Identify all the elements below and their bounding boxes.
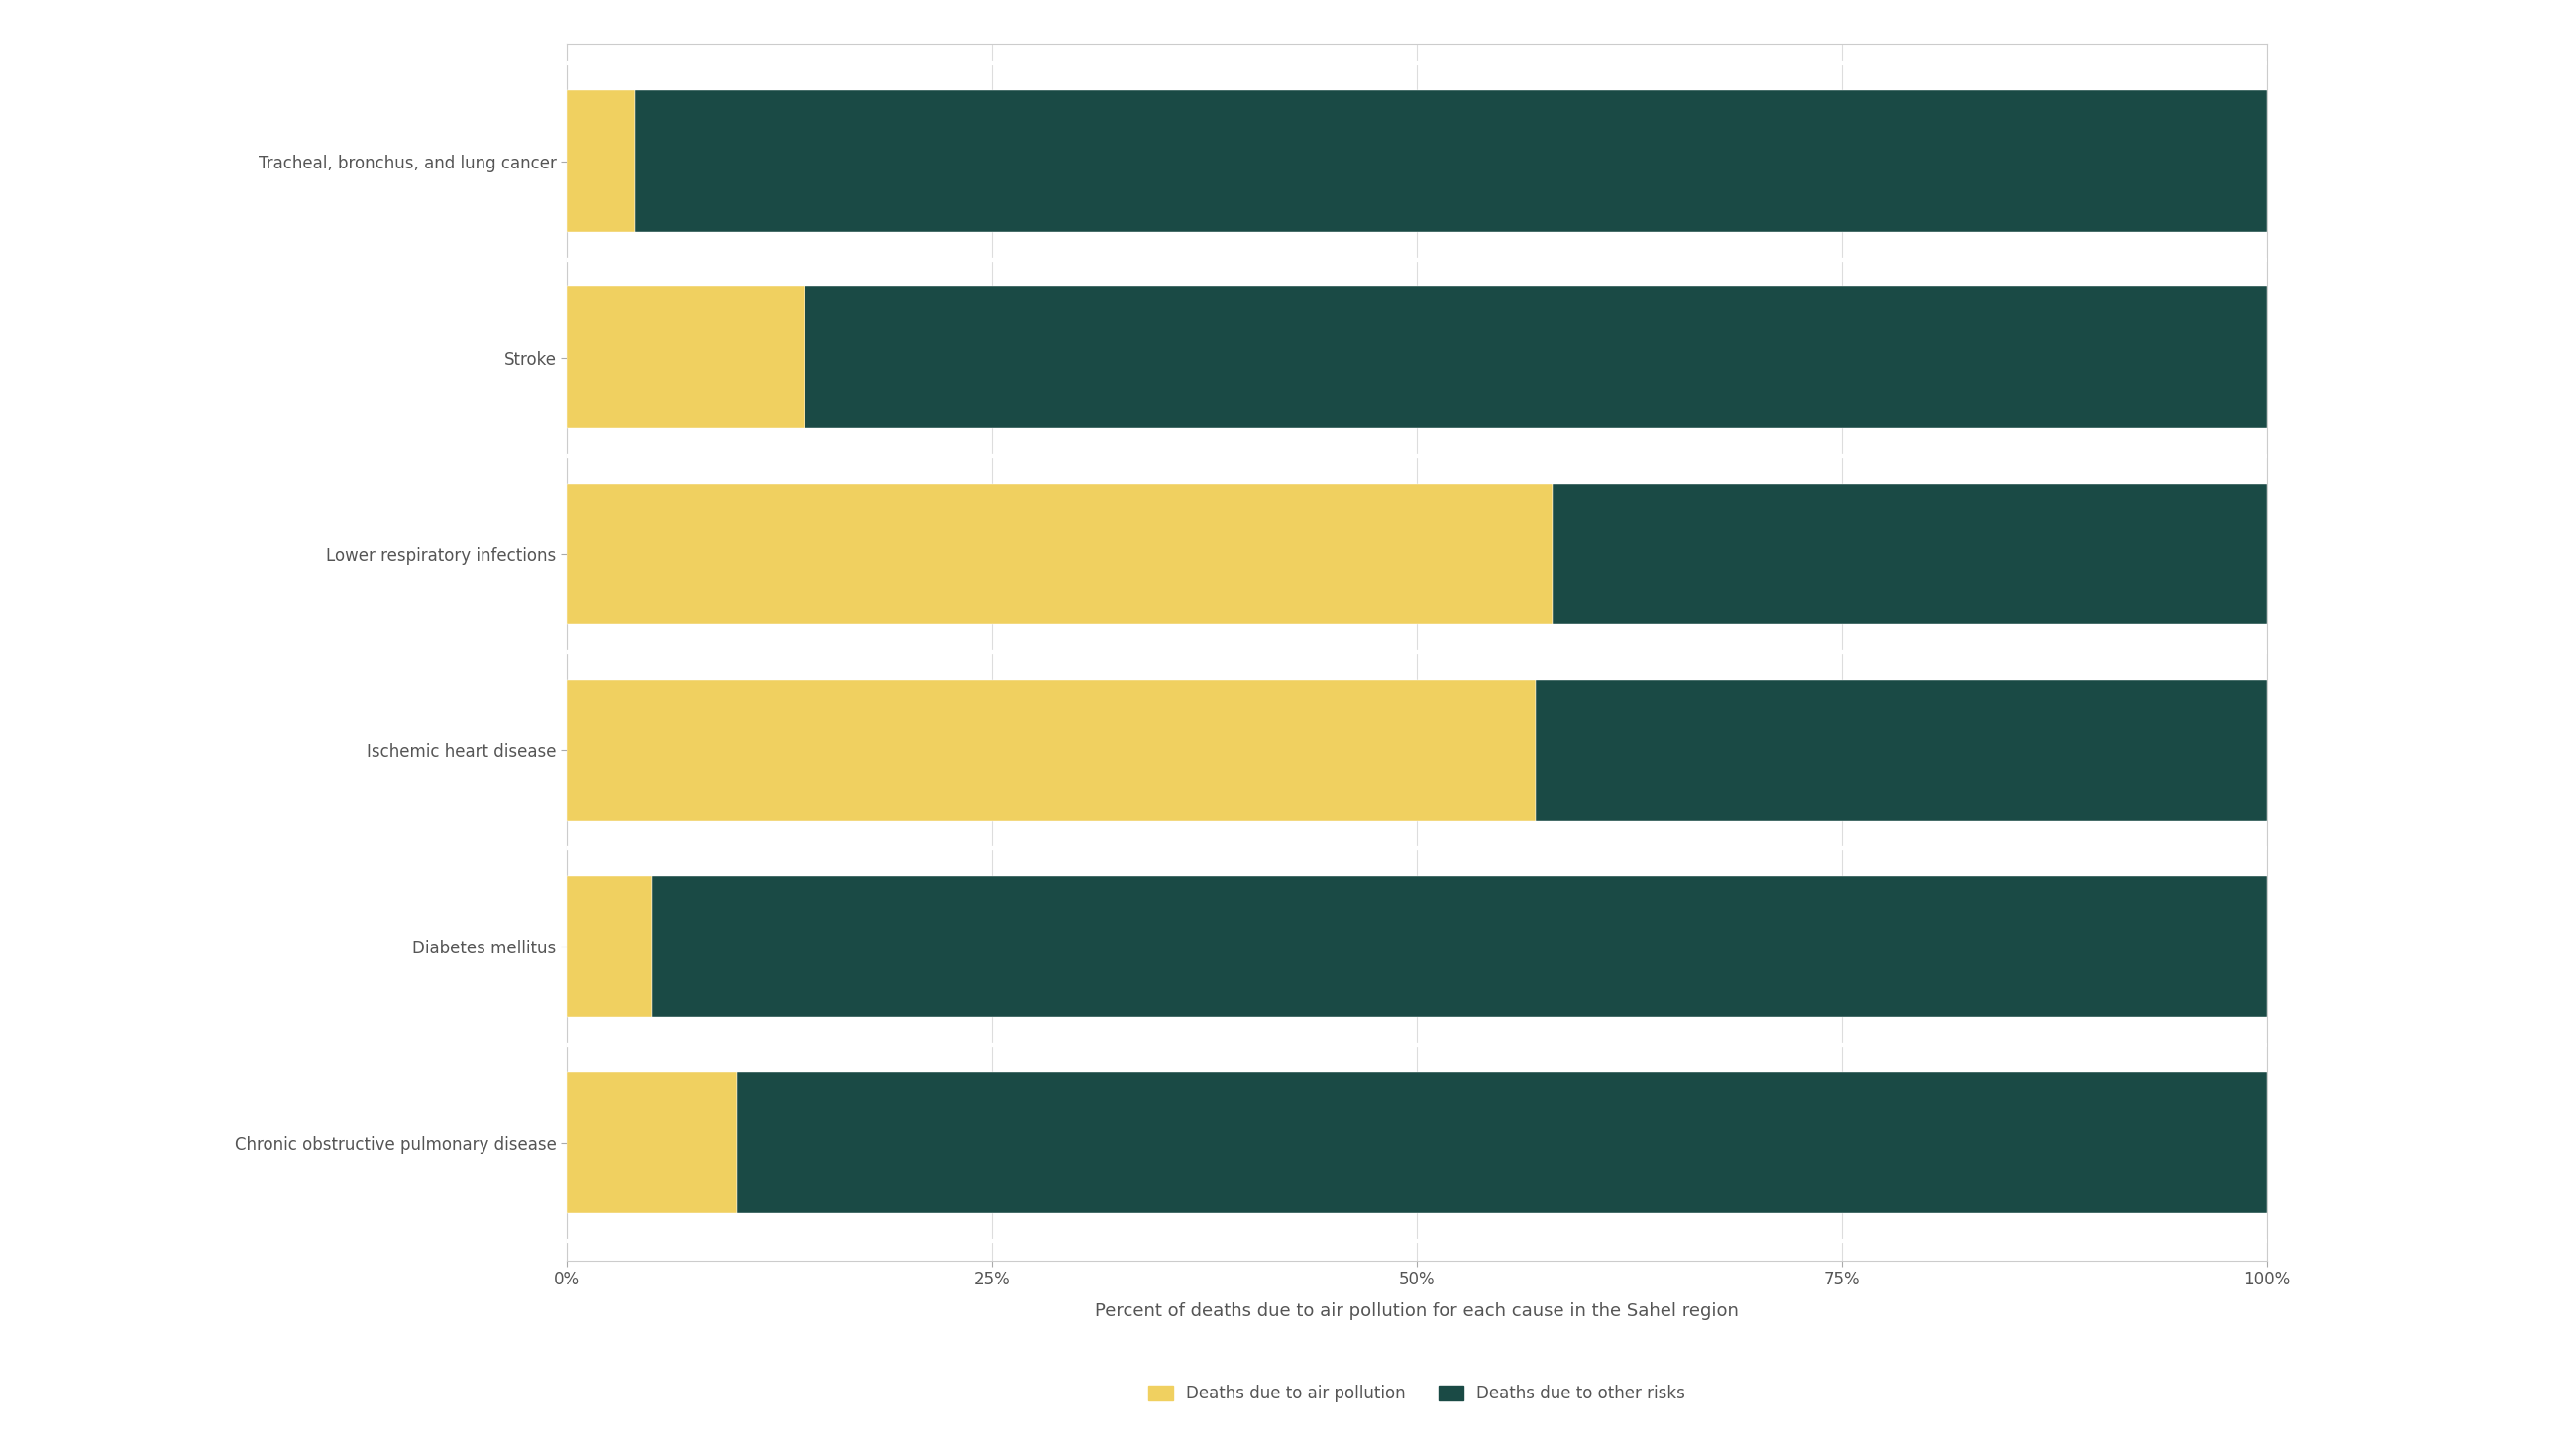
- Bar: [737, 1072, 2267, 1213]
- Legend: Deaths due to air pollution, Deaths due to other risks: Deaths due to air pollution, Deaths due …: [1139, 1377, 1695, 1411]
- Bar: [634, 91, 2267, 232]
- Bar: [567, 1072, 737, 1213]
- Bar: [567, 483, 1553, 625]
- Bar: [567, 875, 652, 1017]
- Bar: [567, 287, 804, 429]
- Bar: [652, 875, 2267, 1017]
- Bar: [1553, 483, 2267, 625]
- Bar: [567, 680, 1535, 822]
- X-axis label: Percent of deaths due to air pollution for each cause in the Sahel region: Percent of deaths due to air pollution f…: [1095, 1303, 1739, 1320]
- Bar: [1535, 680, 2267, 822]
- Bar: [567, 91, 634, 232]
- Bar: [804, 287, 2267, 429]
